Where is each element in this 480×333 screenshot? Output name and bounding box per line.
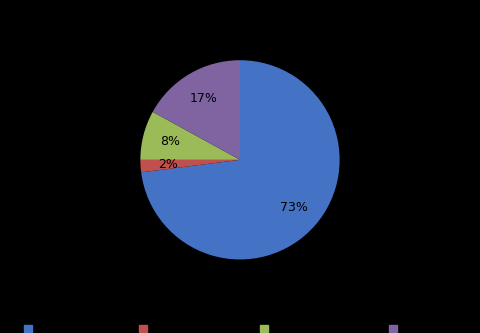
Wedge shape	[141, 60, 340, 259]
Text: 73%: 73%	[280, 201, 308, 214]
Wedge shape	[140, 112, 240, 160]
Text: 8%: 8%	[160, 136, 180, 149]
Wedge shape	[140, 160, 240, 172]
Text: 2%: 2%	[158, 158, 179, 171]
Legend: Wages & Salaries, Employee Benefits, Operating Expenses, Safety Net: Wages & Salaries, Employee Benefits, Ope…	[21, 321, 459, 333]
Text: 17%: 17%	[190, 92, 217, 105]
Wedge shape	[153, 60, 240, 160]
